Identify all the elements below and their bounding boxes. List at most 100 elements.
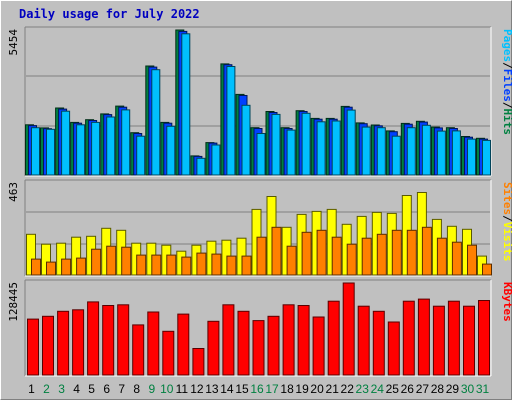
legend-item-files: Files bbox=[501, 69, 512, 102]
bar-hits-pages-day-13 bbox=[211, 144, 221, 176]
bar-kbytes-kbytes-day-1 bbox=[27, 318, 39, 376]
x-tick-label-23: 23 bbox=[356, 382, 370, 396]
bar-hits-pages-day-7 bbox=[121, 109, 131, 176]
bar-visits-sites-day-6 bbox=[106, 245, 117, 276]
legend-item-kbytes: KBytes bbox=[501, 282, 512, 322]
bar-kbytes-kbytes-day-28 bbox=[432, 305, 445, 376]
bar-visits-sites-day-8 bbox=[136, 254, 147, 276]
bar-hits-pages-day-31 bbox=[482, 139, 491, 176]
bar-kbytes-kbytes-day-14 bbox=[222, 304, 235, 376]
chart-title: Daily usage for July 2022 bbox=[19, 7, 200, 21]
x-tick-label-7: 7 bbox=[118, 382, 125, 396]
x-tick-label-26: 26 bbox=[401, 382, 415, 396]
bar-hits-pages-day-15 bbox=[241, 104, 251, 176]
bar-hits-pages-day-22 bbox=[346, 109, 356, 176]
bar-visits-sites-day-22 bbox=[346, 243, 357, 276]
bar-hits-pages-day-11 bbox=[181, 33, 191, 176]
bar-kbytes-kbytes-day-25 bbox=[387, 321, 400, 376]
bar-kbytes-kbytes-day-19 bbox=[297, 305, 310, 376]
bar-kbytes-kbytes-day-26 bbox=[402, 300, 415, 376]
bar-visits-sites-day-5 bbox=[91, 248, 102, 276]
x-tick-label-14: 14 bbox=[220, 382, 234, 396]
x-tick-label-15: 15 bbox=[235, 382, 249, 396]
bar-visits-sites-day-28 bbox=[436, 237, 447, 276]
bar-hits-pages-day-12 bbox=[196, 157, 206, 176]
bar-hits-pages-day-17 bbox=[271, 113, 281, 176]
bar-visits-sites-day-26 bbox=[406, 229, 417, 276]
x-tick-label-11: 11 bbox=[176, 382, 189, 396]
x-tick-label-27: 27 bbox=[416, 382, 430, 396]
bar-kbytes-kbytes-day-24 bbox=[372, 310, 385, 376]
bar-hits-pages-day-9 bbox=[151, 69, 161, 176]
x-tick-label-17: 17 bbox=[265, 382, 279, 396]
bar-hits-pages-day-20 bbox=[316, 121, 326, 176]
legend-item-visits: Visits bbox=[501, 222, 512, 262]
bar-visits-sites-day-13 bbox=[211, 253, 222, 276]
x-tick-label-3: 3 bbox=[58, 382, 65, 396]
bar-hits-pages-day-26 bbox=[406, 127, 416, 176]
x-tick-label-8: 8 bbox=[133, 382, 140, 396]
bar-hits-pages-day-2 bbox=[46, 128, 55, 176]
legend-visits: Sites/Visits bbox=[501, 182, 512, 262]
bar-visits-sites-day-3 bbox=[61, 258, 72, 276]
y-max-label-visits: 463 bbox=[7, 182, 20, 202]
bar-hits-pages-day-14 bbox=[226, 66, 236, 176]
x-tick-label-6: 6 bbox=[103, 382, 110, 396]
legend-kbytes: KBytes bbox=[501, 282, 512, 322]
x-tick-label-25: 25 bbox=[386, 382, 400, 396]
bar-visits-sites-day-12 bbox=[196, 252, 207, 276]
bar-visits-sites-day-23 bbox=[361, 237, 372, 276]
bar-kbytes-kbytes-day-10 bbox=[162, 330, 175, 376]
legend-item-hits: Hits bbox=[501, 109, 512, 136]
x-tick-label-29: 29 bbox=[446, 382, 460, 396]
x-tick-label-1: 1 bbox=[28, 382, 35, 396]
x-tick-label-2: 2 bbox=[43, 382, 50, 396]
bar-kbytes-kbytes-day-8 bbox=[132, 324, 145, 376]
bar-kbytes-kbytes-day-3 bbox=[57, 310, 70, 376]
bar-kbytes-kbytes-day-17 bbox=[267, 315, 280, 376]
bar-kbytes-kbytes-day-31 bbox=[478, 300, 490, 376]
bar-kbytes-kbytes-day-2 bbox=[42, 315, 54, 376]
x-tick-label-20: 20 bbox=[310, 382, 324, 396]
bar-visits-sites-day-27 bbox=[421, 226, 432, 276]
bar-visits-sites-day-25 bbox=[391, 229, 402, 276]
bar-hits-pages-day-18 bbox=[286, 129, 296, 176]
bar-visits-sites-day-10 bbox=[166, 254, 177, 276]
x-tick-label-4: 4 bbox=[73, 382, 80, 396]
bar-visits-sites-day-14 bbox=[226, 255, 237, 276]
bar-kbytes-kbytes-day-7 bbox=[117, 304, 130, 376]
bar-visits-sites-day-20 bbox=[316, 229, 327, 276]
bar-visits-sites-day-2 bbox=[46, 261, 56, 276]
bar-visits-sites-day-21 bbox=[331, 236, 342, 276]
x-tick-label-21: 21 bbox=[326, 382, 340, 396]
bar-kbytes-kbytes-day-11 bbox=[177, 313, 190, 376]
bar-visits-sites-day-7 bbox=[121, 246, 132, 276]
bar-visits-sites-day-18 bbox=[286, 245, 297, 276]
x-tick-label-12: 12 bbox=[190, 382, 204, 396]
x-tick-label-19: 19 bbox=[295, 382, 309, 396]
bar-kbytes-kbytes-day-4 bbox=[72, 309, 85, 376]
bar-visits-sites-day-30 bbox=[467, 244, 477, 276]
bar-hits-pages-day-27 bbox=[421, 124, 431, 176]
legend-item-slash-3: / bbox=[501, 102, 512, 109]
bar-hits-pages-day-21 bbox=[331, 120, 341, 176]
x-tick-label-22: 22 bbox=[341, 382, 355, 396]
legend-item-slash-1: / bbox=[501, 62, 512, 69]
bar-hits-pages-day-28 bbox=[436, 130, 446, 176]
bar-hits-pages-day-30 bbox=[467, 138, 476, 176]
x-tick-label-13: 13 bbox=[205, 382, 219, 396]
bar-visits-sites-day-19 bbox=[301, 231, 312, 276]
bar-visits-sites-day-11 bbox=[181, 256, 192, 276]
panel-kbytes: 128445 KBytes bbox=[7, 279, 512, 377]
bar-hits-pages-day-4 bbox=[76, 124, 86, 176]
bar-kbytes-kbytes-day-13 bbox=[207, 320, 220, 376]
bar-hits-pages-day-25 bbox=[391, 135, 401, 176]
bar-kbytes-kbytes-day-22 bbox=[342, 282, 355, 376]
bar-visits-sites-day-24 bbox=[376, 233, 387, 276]
bar-kbytes-kbytes-day-9 bbox=[147, 311, 160, 376]
bar-hits-pages-day-23 bbox=[361, 126, 371, 176]
bar-kbytes-kbytes-day-29 bbox=[447, 300, 460, 376]
bar-visits-sites-day-31 bbox=[482, 263, 492, 276]
